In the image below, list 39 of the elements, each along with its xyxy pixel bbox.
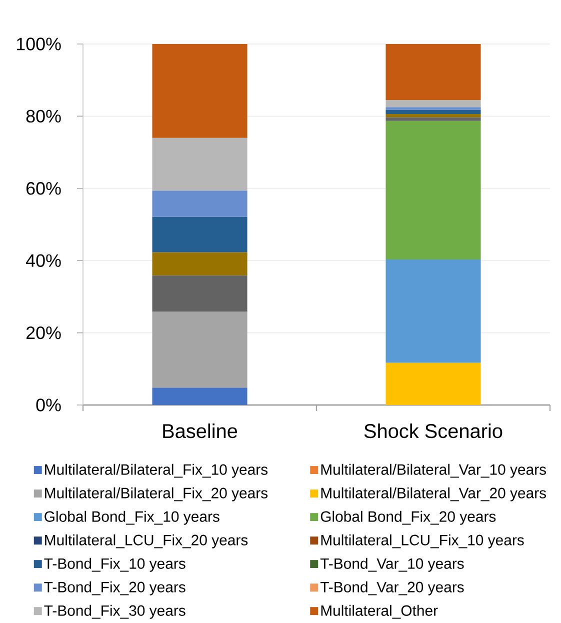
- legend-label: Multilateral/Bilateral_Fix_10 years: [45, 464, 268, 478]
- legend-label: Global Bond_Fix_10 years: [44, 510, 220, 525]
- bar: [152, 216, 248, 252]
- legend-label: Multilateral/Bilateral_Fix_20 years: [45, 487, 268, 502]
- legend-label: Multilateral/Bilateral_Var_20 years: [321, 487, 546, 502]
- bar: [152, 312, 248, 388]
- legend-label: T-Bond_Var_10 years: [320, 558, 464, 572]
- y-tick-label: 80%: [26, 110, 61, 123]
- y-tick-label: 40%: [26, 254, 61, 267]
- bar: [386, 44, 481, 100]
- bar: [152, 44, 248, 138]
- bar: [386, 362, 481, 405]
- y-tick-label: 0%: [36, 398, 61, 412]
- legend-label: T-Bond_Fix_30 years: [44, 604, 186, 619]
- y-tick-label: 100%: [16, 38, 61, 50]
- y-tick-label: 20%: [26, 326, 61, 340]
- bar: [386, 114, 481, 118]
- x-tick-label: Shock Scenario: [364, 424, 502, 438]
- bar: [386, 110, 481, 114]
- legend-label: Multilateral/Bilateral_Var_10 years: [321, 464, 546, 478]
- x-tick-label: Baseline: [163, 424, 238, 438]
- legend-label: T-Bond_Fix_10 years: [44, 558, 186, 572]
- bar: [386, 260, 481, 363]
- bar: [386, 120, 481, 260]
- bar: [386, 100, 481, 108]
- y-tick-label: 60%: [26, 182, 61, 195]
- bar: [152, 388, 248, 405]
- bar: [152, 252, 248, 276]
- legend-label: Multilateral_LCU_Fix_10 years: [321, 534, 524, 548]
- bar: [386, 117, 481, 121]
- legend-label: T-Bond_Fix_20 years: [44, 581, 186, 596]
- legend-label: T-Bond_Var_20 years: [320, 581, 464, 596]
- bar: [152, 190, 248, 217]
- bar: [152, 275, 248, 312]
- legend-label: Multilateral_Other: [321, 604, 438, 619]
- legend-label: Multilateral_LCU_Fix_20 years: [45, 534, 248, 548]
- bar: [386, 107, 481, 110]
- legend-label: Global Bond_Fix_20 years: [320, 510, 496, 525]
- bar: [152, 138, 248, 191]
